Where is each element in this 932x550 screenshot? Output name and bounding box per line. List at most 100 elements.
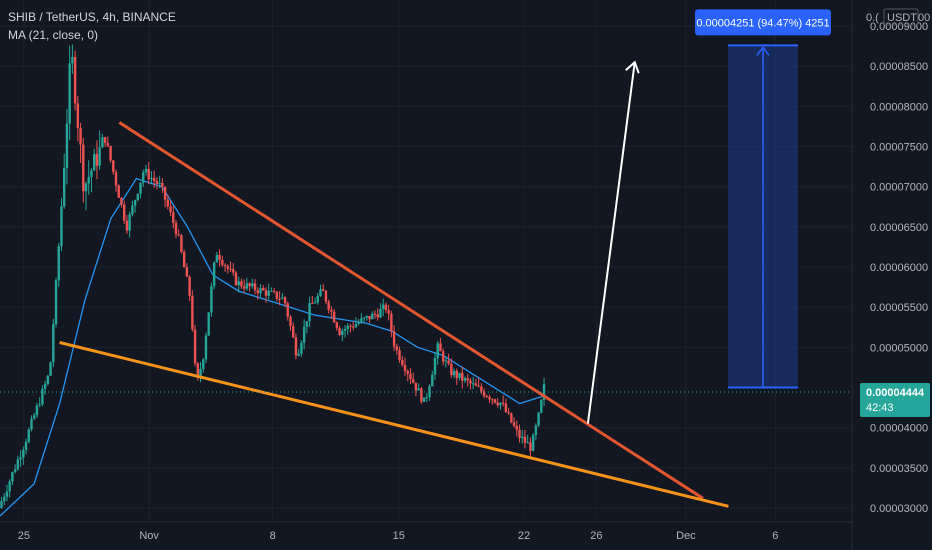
candle-body (169, 206, 172, 213)
candle-body (398, 349, 401, 360)
x-tick-label: 6 (772, 530, 778, 542)
candle-body (501, 402, 505, 404)
price-tags: 0.00004444 42:43 (860, 382, 930, 417)
candle-body (515, 425, 518, 430)
candle-body (13, 469, 17, 473)
candle-body (180, 235, 183, 253)
candle-body (84, 183, 88, 192)
candle-body (158, 182, 161, 184)
candle-body (142, 172, 145, 183)
candle-body (267, 290, 270, 296)
candle-body (409, 373, 412, 380)
candle-body (92, 154, 96, 171)
candle-body (237, 281, 240, 286)
candle-body (232, 269, 235, 273)
candle-body (259, 288, 262, 294)
candle-body (384, 304, 388, 311)
y-tick-label: 0.00003500 (870, 463, 928, 475)
candle-body (308, 303, 311, 322)
candle-body (82, 144, 85, 192)
candle-body (474, 383, 478, 386)
candle-body (33, 415, 36, 419)
candle-body (433, 357, 437, 375)
candle-body (38, 404, 41, 406)
x-tick-label: 8 (270, 530, 276, 542)
candle-body (248, 283, 251, 287)
candle-body (305, 321, 309, 327)
candle-body (507, 411, 510, 414)
candle-body (332, 311, 336, 323)
candle-body (98, 147, 101, 166)
candle-body (242, 286, 246, 289)
candle-body (251, 283, 254, 287)
symbol-title[interactable]: SHIB / TetherUS, 4h, BINANCE (8, 10, 176, 24)
candle-body (354, 323, 358, 328)
candle-body (112, 160, 115, 172)
candle-body (95, 154, 99, 166)
candle-body (109, 145, 112, 161)
candle-body (114, 171, 118, 186)
candle-body (103, 137, 107, 143)
candle-body (343, 329, 347, 331)
candle-body (441, 351, 445, 362)
candle-body (27, 429, 30, 442)
candle-body (313, 302, 317, 304)
indicator-label[interactable]: MA (21, close, 0) (8, 28, 99, 42)
candle-body (417, 388, 420, 391)
candle-body (537, 412, 540, 426)
candle-body (381, 304, 385, 309)
candle-body (221, 259, 224, 265)
candle-body (46, 375, 50, 384)
candle-body (8, 481, 11, 492)
candle-body (101, 137, 104, 148)
last-price-tag (860, 382, 930, 417)
candle-body (163, 186, 167, 200)
candle-body (420, 388, 423, 402)
candle-body (264, 290, 268, 296)
candle-body (395, 346, 399, 350)
candle-body (286, 303, 289, 317)
candle-body (360, 318, 363, 323)
moving-average-line (0, 177, 546, 517)
candle-body (234, 272, 238, 286)
candle-body (207, 312, 210, 336)
x-tick-label: Dec (676, 530, 696, 542)
candle-body (204, 335, 208, 360)
candle-body (73, 56, 77, 104)
currency-prefix: 0.( (866, 12, 879, 24)
candle-body (11, 472, 14, 482)
candle-body (357, 322, 360, 324)
candle-body (469, 380, 472, 384)
y-tick-label: 0.00008000 (870, 101, 928, 113)
y-tick-label: 0.00005500 (870, 302, 928, 314)
candle-body (253, 283, 257, 291)
candle-body (54, 280, 58, 325)
time-axis: 25 Nov 8 15 22 26 Dec 6 (0, 521, 852, 542)
candle-body (444, 360, 448, 362)
candle-body (523, 436, 527, 443)
x-tick-label: 22 (518, 530, 530, 542)
candle-body (90, 170, 93, 177)
candle-body (428, 386, 431, 398)
candle-body (155, 180, 159, 184)
candle-body (177, 234, 180, 236)
candle-body (302, 326, 306, 343)
candle-body (172, 212, 175, 223)
candle-body (330, 309, 333, 312)
arrow-head (625, 60, 640, 74)
candle-body (496, 402, 499, 406)
candle-body (272, 290, 276, 292)
trendlines (0, 121, 852, 508)
candle-body (477, 385, 480, 387)
candle-body (22, 449, 25, 458)
candle-body (406, 371, 409, 374)
candle-body (491, 399, 494, 401)
grid (0, 0, 852, 520)
candle-body (71, 56, 74, 64)
projection-label-bg (695, 9, 831, 36)
y-tick-label: 0.00007000 (870, 182, 928, 194)
y-tick-label: 0.00004000 (870, 423, 928, 435)
candle-body (322, 289, 325, 291)
candle-body (338, 328, 341, 335)
